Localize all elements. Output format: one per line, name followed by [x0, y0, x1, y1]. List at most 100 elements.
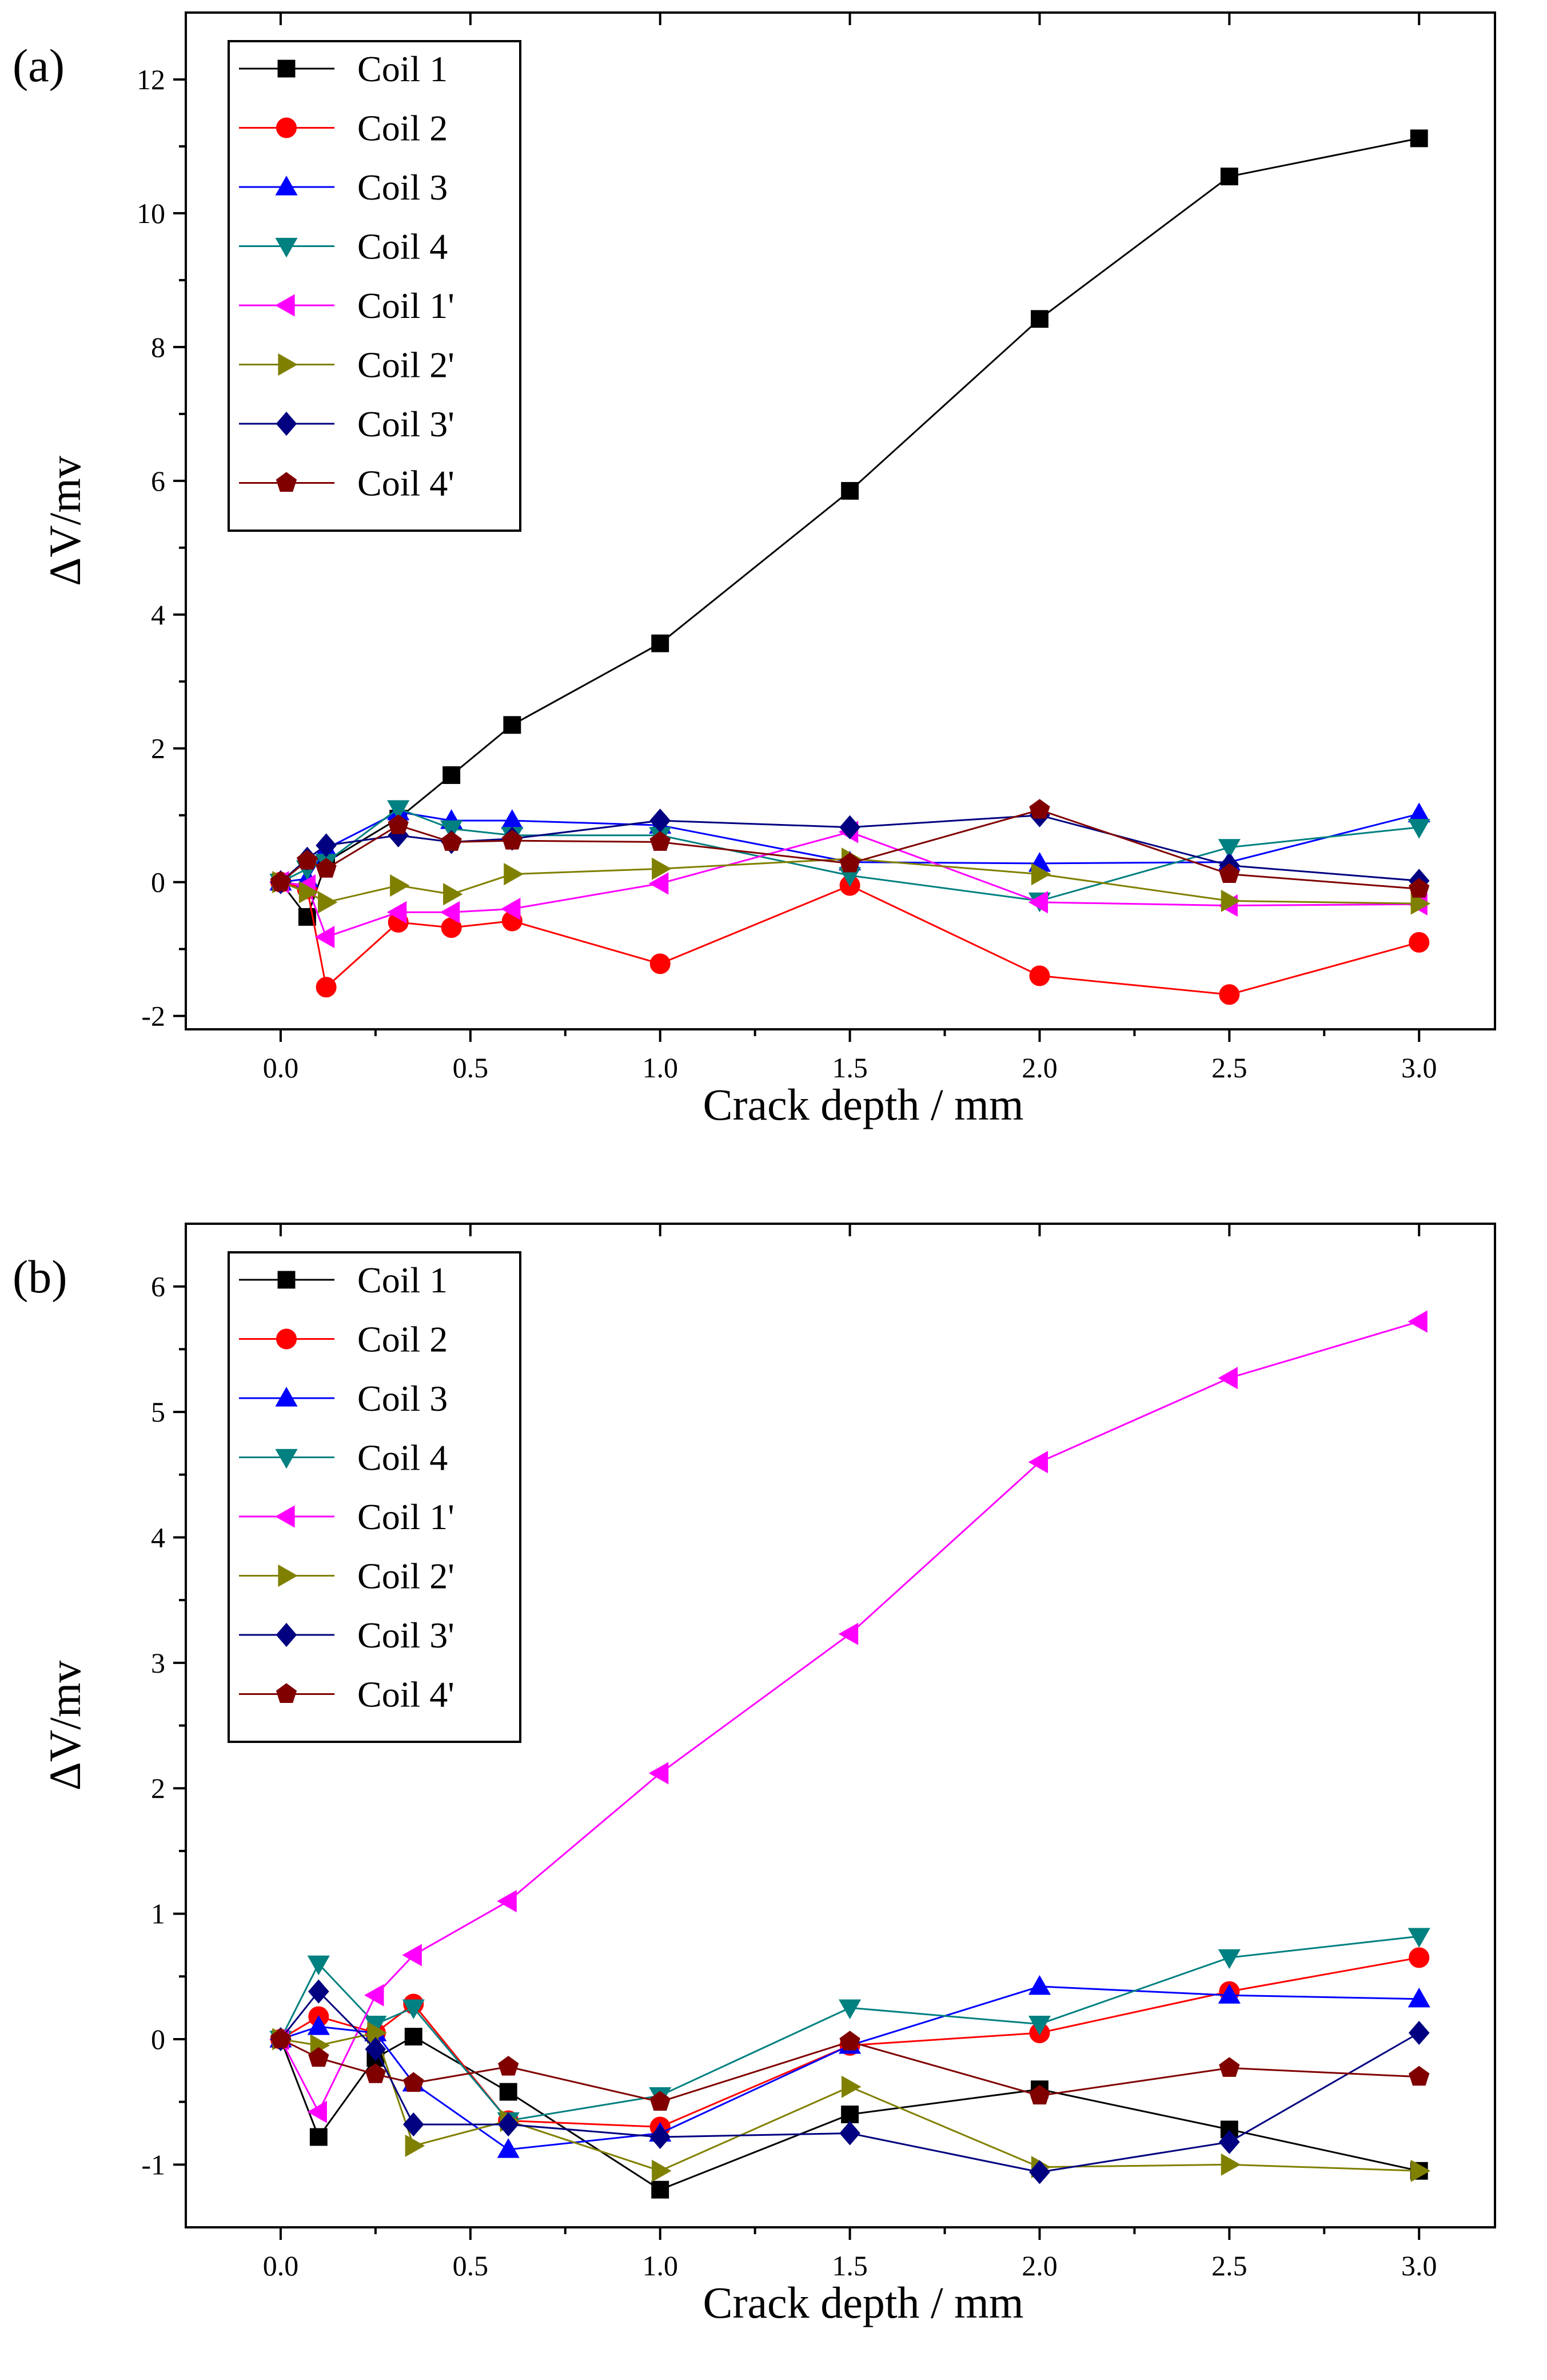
x-tick-label: 0.0 [263, 1052, 299, 1084]
y-tick-label: 10 [137, 197, 165, 229]
data-point-coil-1-prime [314, 926, 335, 949]
data-point-coil-4-prime [1409, 878, 1430, 898]
data-point-coil-1-prime [648, 872, 669, 895]
data-point-coil-2-prime [1031, 863, 1051, 886]
data-point-coil-2-prime [841, 2075, 862, 2098]
x-tick-label: 2.5 [1211, 2250, 1247, 2282]
data-point-coil-1-prime [386, 901, 407, 924]
data-point-coil-2-prime [652, 2159, 672, 2182]
data-point-coil-4 [1408, 819, 1430, 839]
y-tick-label: 8 [151, 331, 165, 363]
x-tick-label: 1.0 [642, 2250, 678, 2282]
data-point-coil-4-prime [270, 2028, 292, 2048]
x-tick-label: 2.0 [1022, 1052, 1058, 1084]
data-point-coil-1-prime [648, 1762, 669, 1785]
legend-marker [275, 1448, 298, 1469]
legend-marker [277, 1271, 296, 1289]
data-point-coil-4-prime [316, 858, 337, 878]
legend: Coil 1 Coil 2 Coil 3 Coil 4 Coil 1' Coil 2' Co… [228, 40, 521, 532]
series-line-coil-4 [280, 1935, 1420, 2122]
data-point-coil-1-prime [497, 1890, 517, 1913]
data-point-coil-2-prime [652, 857, 672, 880]
y-tick-label: 5 [151, 1396, 165, 1428]
legend-label: Coil 2' [357, 345, 454, 385]
data-point-coil-2-prime [405, 2134, 425, 2157]
chart-panel-b: 0.0 0.5 1.0 1.5 2.0 2.5 3.0 -1 0 1 2 3 4 5 6 Crack dept… [13, 1223, 1496, 2327]
data-point-coil-2-prime [390, 874, 410, 897]
legend-label: Coil 4' [357, 1674, 454, 1715]
data-point-coil-1-prime [440, 901, 460, 924]
y-tick-label: 2 [151, 1772, 165, 1804]
y-tick-label: 0 [151, 2023, 165, 2055]
data-point-coil-1 [841, 481, 859, 500]
legend-marker [275, 1387, 298, 1407]
data-point-coil-4 [839, 1999, 862, 2019]
legend-marker [277, 59, 296, 78]
data-point-coil-1-prime [1408, 1310, 1428, 1333]
legend-item-coil-3-prime: Coil 3' [239, 404, 454, 444]
data-point-coil-1 [442, 766, 461, 784]
data-point-coil-2-prime [1410, 892, 1431, 915]
legend-item-coil-1-prime: Coil 1' [239, 285, 454, 326]
legend-label: Coil 3' [357, 404, 454, 444]
data-point-coil-4-prime [501, 830, 523, 850]
data-point-coil-1-prime [402, 1944, 422, 1967]
data-point-coil-3-prime [1029, 2160, 1050, 2184]
legend-box [228, 1251, 521, 1743]
legend-item-coil-2: Coil 2 [239, 108, 448, 149]
legend-item-coil-1: Coil 1 [239, 1260, 448, 1300]
legend-label: Coil 2 [357, 108, 448, 149]
legend-marker [275, 1505, 295, 1528]
series-coil-4 [269, 1928, 1430, 2132]
data-point-coil-1 [404, 2028, 422, 2046]
data-point-coil-4-prime [365, 2063, 386, 2083]
x-tick-label: 0.5 [453, 2250, 489, 2282]
series-line-coil-2-prime [280, 2032, 1420, 2172]
plot-frame [185, 11, 1496, 1030]
legend-item-coil-2-prime: Coil 2' [239, 345, 454, 385]
y-tick-label: -2 [141, 1000, 165, 1032]
data-point-coil-3 [1408, 1987, 1430, 2008]
data-point-coil-1-prime [307, 2100, 327, 2123]
data-point-coil-1 [841, 2106, 859, 2124]
data-point-coil-3-prime [839, 2121, 860, 2146]
data-point-coil-3-prime [1219, 2130, 1240, 2154]
data-point-coil-4-prime [839, 852, 860, 873]
data-point-coil-1-prime [838, 1622, 859, 1645]
series-coil-4-prime [270, 799, 1430, 898]
data-point-coil-3-prime [365, 2037, 386, 2061]
data-point-coil-4-prime [270, 871, 292, 891]
data-point-coil-1 [499, 2083, 517, 2101]
legend-item-coil-2-prime: Coil 2' [239, 1556, 454, 1597]
y-tick-label: 6 [151, 1271, 165, 1303]
data-point-coil-4 [440, 820, 463, 840]
legend-marker [276, 117, 297, 138]
panel-label: (b) [13, 1251, 67, 1303]
data-point-coil-2 [1029, 965, 1050, 986]
data-point-coil-2-prime [367, 2021, 387, 2044]
data-point-coil-3-prime [1408, 2020, 1430, 2045]
y-tick-label: 1 [151, 1898, 165, 1930]
legend-marker [278, 353, 298, 376]
y-tick-label: 3 [151, 1647, 165, 1679]
legend-item-coil-3-prime: Coil 3' [239, 1615, 454, 1655]
legend-item-coil-3: Coil 3 [239, 1378, 448, 1419]
legend-marker [276, 1622, 297, 1647]
series-line-coil-4-prime [280, 2038, 1420, 2103]
data-point-coil-1-prime [1028, 1451, 1048, 1474]
x-tick-label: 1.5 [832, 2250, 868, 2282]
data-point-coil-4-prime [498, 2056, 519, 2076]
legend-label: Coil 2' [357, 1556, 454, 1597]
data-point-coil-4 [1218, 839, 1241, 859]
legend-marker [278, 1564, 298, 1587]
data-point-coil-4-prime [441, 831, 462, 851]
y-tick-label: 6 [151, 465, 165, 497]
chart-panel-a: 0.0 0.5 1.0 1.5 2.0 2.5 3.0 -2 0 2 4 6 8 10 12 Crack de… [13, 11, 1496, 1129]
legend-box [228, 40, 521, 532]
data-point-coil-4-prime [1409, 2065, 1430, 2086]
data-point-coil-1 [1220, 168, 1238, 186]
x-tick-label: 0.0 [263, 2250, 299, 2282]
data-point-coil-4 [1218, 1949, 1241, 1969]
data-point-coil-4-prime [308, 2047, 329, 2067]
